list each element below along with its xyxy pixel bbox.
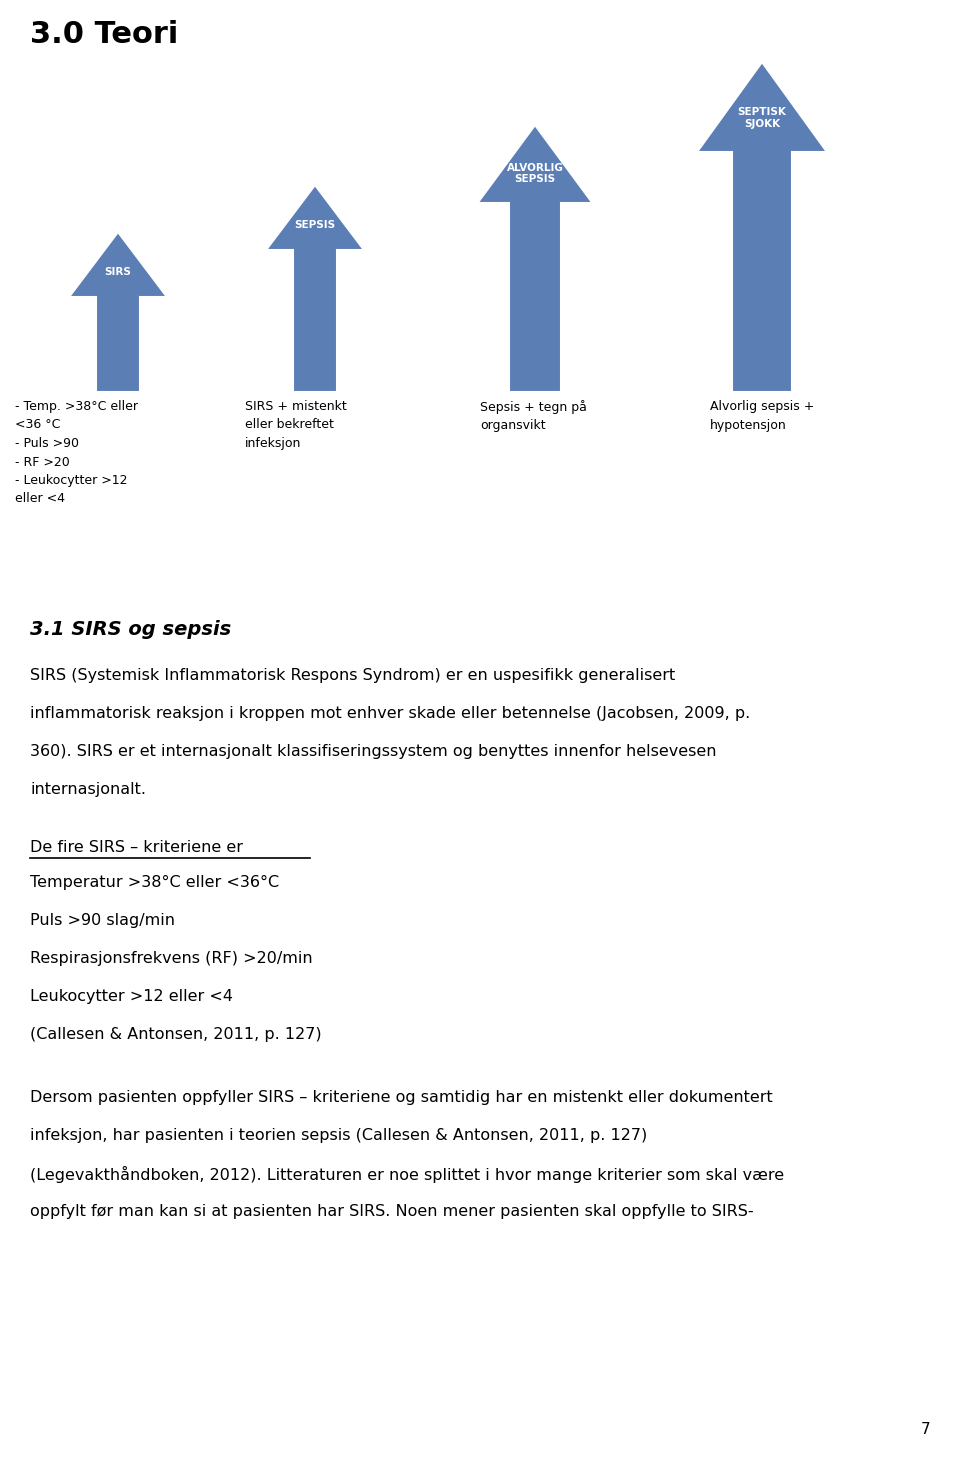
Text: Leukocytter >12 eller <4: Leukocytter >12 eller <4 — [30, 989, 233, 1004]
Text: SIRS + mistenkt
eller bekreftet
infeksjon: SIRS + mistenkt eller bekreftet infeksjo… — [245, 401, 347, 450]
Text: inflammatorisk reaksjon i kroppen mot enhver skade eller betennelse (Jacobsen, 2: inflammatorisk reaksjon i kroppen mot en… — [30, 707, 751, 721]
Text: ALVORLIG
SEPSIS: ALVORLIG SEPSIS — [507, 163, 564, 184]
Text: Temperatur >38°C eller <36°C: Temperatur >38°C eller <36°C — [30, 876, 279, 890]
Text: 3.1 SIRS og sepsis: 3.1 SIRS og sepsis — [30, 621, 231, 640]
Text: 3.0 Teori: 3.0 Teori — [30, 20, 179, 50]
Text: De fire SIRS – kriteriene er: De fire SIRS – kriteriene er — [30, 841, 243, 855]
Text: Dersom pasienten oppfyller SIRS – kriteriene og samtidig har en mistenkt eller d: Dersom pasienten oppfyller SIRS – kriter… — [30, 1090, 773, 1104]
Polygon shape — [697, 63, 827, 392]
Text: internasjonalt.: internasjonalt. — [30, 782, 146, 797]
Text: 360). SIRS er et internasjonalt klassifiseringssystem og benyttes innenfor helse: 360). SIRS er et internasjonalt klassifi… — [30, 745, 716, 759]
Text: SIRS (Systemisk Inflammatorisk Respons Syndrom) er en uspesifikk generalisert: SIRS (Systemisk Inflammatorisk Respons S… — [30, 667, 675, 683]
Text: Puls >90 slag/min: Puls >90 slag/min — [30, 914, 175, 928]
Text: oppfylt før man kan si at pasienten har SIRS. Noen mener pasienten skal oppfylle: oppfylt før man kan si at pasienten har … — [30, 1203, 754, 1220]
Text: SEPSIS: SEPSIS — [295, 220, 336, 230]
Polygon shape — [69, 232, 167, 392]
Text: (Callesen & Antonsen, 2011, p. 127): (Callesen & Antonsen, 2011, p. 127) — [30, 1027, 322, 1042]
Polygon shape — [477, 125, 592, 392]
Text: Sepsis + tegn på
organsvikt: Sepsis + tegn på organsvikt — [480, 401, 587, 433]
Text: Alvorlig sepsis +
hypotensjon: Alvorlig sepsis + hypotensjon — [710, 401, 814, 431]
Text: (Legevakthåndboken, 2012). Litteraturen er noe splittet i hvor mange kriterier s: (Legevakthåndboken, 2012). Litteraturen … — [30, 1166, 784, 1183]
Polygon shape — [266, 185, 364, 392]
Text: 7: 7 — [921, 1422, 930, 1437]
Text: SIRS: SIRS — [105, 267, 132, 277]
Text: SEPTISK
SJOKK: SEPTISK SJOKK — [737, 106, 786, 128]
Text: Respirasjonsfrekvens (RF) >20/min: Respirasjonsfrekvens (RF) >20/min — [30, 951, 313, 966]
Text: infeksjon, har pasienten i teorien sepsis (Callesen & Antonsen, 2011, p. 127): infeksjon, har pasienten i teorien sepsi… — [30, 1128, 647, 1142]
Text: - Temp. >38°C eller
<36 °C
- Puls >90
- RF >20
- Leukocytter >12
eller <4: - Temp. >38°C eller <36 °C - Puls >90 - … — [15, 401, 138, 506]
